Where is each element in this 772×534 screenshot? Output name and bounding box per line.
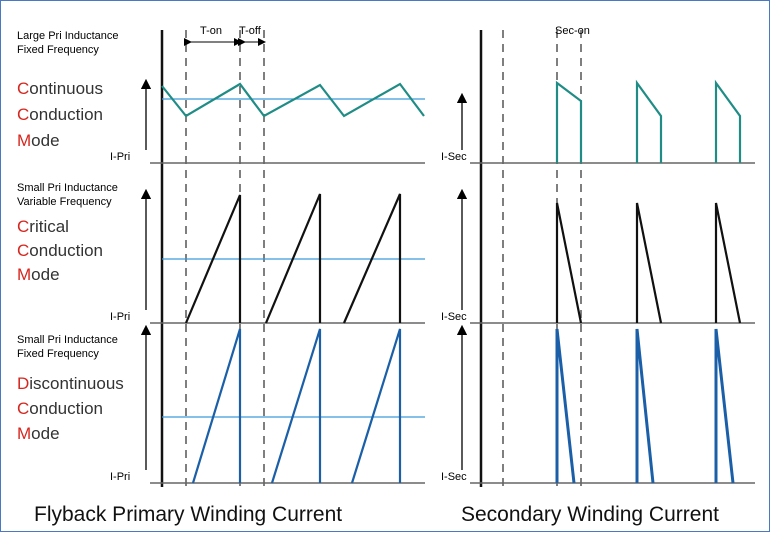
row3-mode-word1: Discontinuous: [17, 374, 124, 393]
row1-mode-word2-initial: C: [17, 105, 29, 124]
row3-title-line2: Fixed Frequency: [17, 348, 99, 360]
row2-mode-word2-initial: C: [17, 241, 29, 260]
row3-title-line1: Small Pri Inductance: [17, 334, 118, 346]
row1-i-pri-label: I-Pri: [110, 151, 130, 163]
row3-mode-word3: Mode: [17, 424, 60, 443]
row-baselines: [150, 162, 755, 484]
dcm-primary-waveform: [191, 328, 402, 484]
row2-mode-word2: Conduction: [17, 241, 103, 260]
crcm-primary-waveform: [184, 193, 402, 324]
crcm-secondary-waveform: [555, 202, 742, 324]
row1-mode-word3-rest: ode: [31, 131, 59, 150]
row3-mode-word3-rest: ode: [31, 424, 59, 443]
row2-mode-word3: Mode: [17, 265, 60, 284]
row1-mode-word2: Conduction: [17, 105, 103, 124]
row1-mode-word2-rest: onduction: [29, 105, 103, 124]
row1-mode-word1-rest: ontinuous: [29, 79, 103, 98]
sec-on-label: Sec-on: [555, 25, 590, 37]
row1-mode-word3-initial: M: [17, 131, 31, 150]
row1-mode-word1-initial: C: [17, 79, 29, 98]
t-on-label: T-on: [200, 25, 222, 37]
row2-mode-word3-rest: ode: [31, 265, 59, 284]
row2-title-line2: Variable Frequency: [17, 196, 112, 208]
row3-i-sec-label: I-Sec: [441, 471, 467, 483]
row3-mode-word3-initial: M: [17, 424, 31, 443]
row2-title-line1: Small Pri Inductance: [17, 182, 118, 194]
row2-i-sec-label: I-Sec: [441, 311, 467, 323]
secondary-caption: Secondary Winding Current: [461, 503, 719, 526]
t-off-label: T-off: [239, 25, 262, 37]
row1-mode-word3: Mode: [17, 131, 60, 150]
row1-title-line1: Large Pri Inductance: [17, 30, 119, 42]
dcm-secondary-waveform: [555, 328, 735, 484]
row3-mode-word2-initial: C: [17, 399, 29, 418]
row1-title-line2: Fixed Frequency: [17, 44, 99, 56]
row2-mode-word3-initial: M: [17, 265, 31, 284]
ccm-secondary-waveform: [555, 79, 742, 163]
row2-mode-word1: Critical: [17, 217, 69, 236]
row1-i-sec-label: I-Sec: [441, 151, 467, 163]
ccm-primary-waveform: [161, 82, 425, 118]
row3-mode-word2: Conduction: [17, 399, 103, 418]
row3-mode-word1-initial: D: [17, 374, 29, 393]
current-arrows: [140, 78, 468, 470]
row1-mode-word1: Continuous: [17, 79, 103, 98]
row2-mode-word1-rest: ritical: [29, 217, 69, 236]
row3-i-pri-label: I-Pri: [110, 471, 130, 483]
primary-caption: Flyback Primary Winding Current: [34, 503, 342, 526]
row2-i-pri-label: I-Pri: [110, 311, 130, 323]
row3-mode-word1-rest: iscontinuous: [29, 374, 124, 393]
row3-mode-word2-rest: onduction: [29, 399, 103, 418]
row2-mode-word1-initial: C: [17, 217, 29, 236]
row2-mode-word2-rest: onduction: [29, 241, 103, 260]
